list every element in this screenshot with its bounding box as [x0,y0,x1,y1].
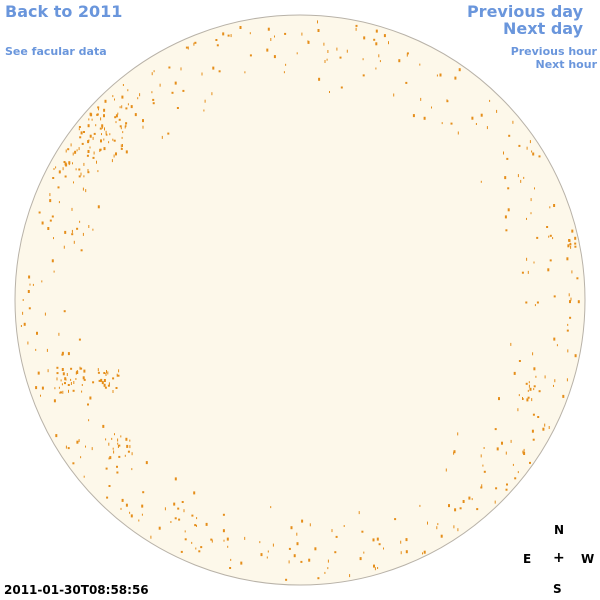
compass-south: S [553,582,562,596]
compass-east: E [523,552,532,566]
next-hour-link[interactable]: Next hour [535,58,598,71]
back-to-year-link[interactable]: Back to 2011 [5,2,123,21]
compass-west: W [581,552,595,566]
solar-disk [14,14,586,586]
observation-timestamp: 2011-01-30T08:58:56 [4,583,149,597]
see-facular-data-link[interactable]: See facular data [5,45,107,58]
compass-center-cross: + [553,550,565,566]
faculae-points [20,20,580,581]
next-day-link[interactable]: Next day [503,19,583,38]
previous-day-link[interactable]: Previous day [466,2,583,21]
previous-hour-link[interactable]: Previous hour [510,45,597,58]
compass-north: N [554,523,565,537]
